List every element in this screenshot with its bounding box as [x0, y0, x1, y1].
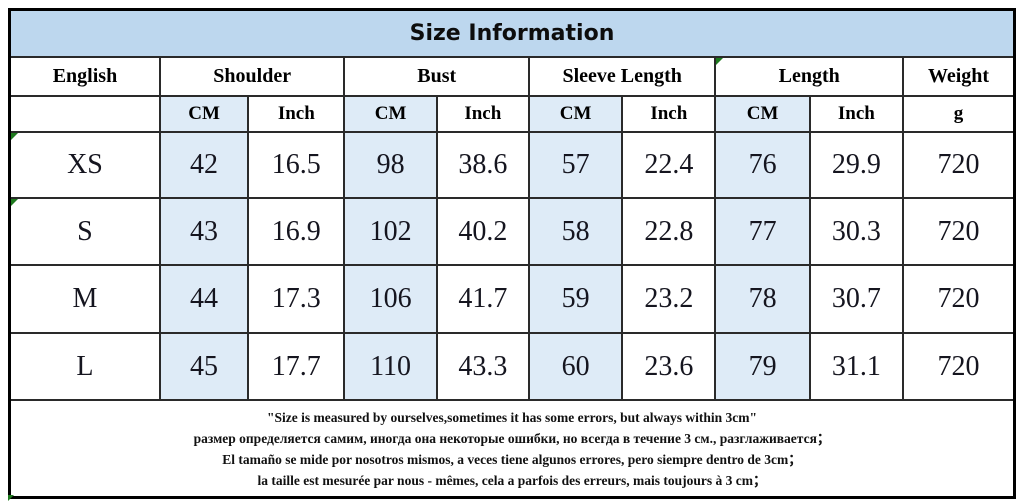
cell-bust-inch: 41.7 [435, 264, 530, 334]
size-label: M [8, 264, 161, 334]
cell-error-indicator-icon [11, 134, 18, 140]
cell-error-indicator-icon [11, 200, 18, 206]
page-title: Size Information [8, 8, 1016, 58]
cell-sleeve-inch: 22.4 [621, 131, 717, 199]
cell-shoulder-inch: 16.5 [247, 131, 346, 199]
cell-weight: 720 [902, 332, 1016, 401]
cell-error-indicator-icon [717, 59, 724, 65]
unit-sleeve-inch: Inch [621, 95, 717, 133]
cell-bust-inch: 43.3 [435, 332, 530, 401]
unit-weight-g: g [902, 95, 1016, 133]
cell-sleeve-cm: 60 [527, 332, 624, 401]
size-label: S [8, 197, 161, 266]
cell-length-cm: 77 [714, 197, 811, 266]
unit-empty-cell [8, 95, 161, 133]
cell-bust-cm: 98 [343, 131, 438, 199]
unit-length-inch: Inch [808, 95, 905, 133]
header-length-label: Length [778, 65, 840, 87]
header-weight: Weight [902, 56, 1016, 97]
cell-shoulder-cm: 43 [158, 197, 250, 266]
unit-bust-inch: Inch [435, 95, 530, 133]
cell-length-cm: 76 [714, 131, 811, 199]
cell-shoulder-cm: 45 [158, 332, 250, 401]
header-sleeve-length: Sleeve Length [527, 56, 717, 97]
unit-shoulder-cm: CM [158, 95, 250, 133]
unit-header-row: CM Inch CM Inch CM Inch CM Inch g [8, 95, 1016, 133]
cell-sleeve-inch: 23.6 [621, 332, 717, 401]
cell-sleeve-cm: 57 [527, 131, 624, 199]
size-label: XS [8, 131, 161, 199]
unit-sleeve-cm: CM [527, 95, 624, 133]
cell-bust-cm: 106 [343, 264, 438, 334]
cell-shoulder-cm: 44 [158, 264, 250, 334]
cell-bust-inch: 40.2 [435, 197, 530, 266]
cell-weight: 720 [902, 197, 1016, 266]
cell-bust-cm: 102 [343, 197, 438, 266]
table-row-s: S 43 16.9 102 40.2 58 22.8 77 30.3 720 [8, 197, 1016, 266]
cell-length-inch: 30.3 [808, 197, 905, 266]
cell-length-cm: 78 [714, 264, 811, 334]
cell-weight: 720 [902, 264, 1016, 334]
disclaimer-line-fr: la taille est mesurée par nous - mêmes, … [257, 472, 767, 488]
cell-sleeve-inch: 23.2 [621, 264, 717, 334]
cell-sleeve-cm: 59 [527, 264, 624, 334]
header-english: English [8, 56, 161, 97]
size-information-table: Size Information English Shoulder Bust S… [8, 8, 1016, 499]
size-label-text: S [77, 215, 93, 247]
disclaimer-line-en: "Size is measured by ourselves,sometimes… [267, 409, 757, 425]
table-row-m: M 44 17.3 106 41.7 59 23.2 78 30.7 720 [8, 264, 1016, 334]
cell-length-inch: 29.9 [808, 131, 905, 199]
cell-shoulder-inch: 16.9 [247, 197, 346, 266]
unit-length-cm: CM [714, 95, 811, 133]
cell-bust-cm: 110 [343, 332, 438, 401]
unit-shoulder-inch: Inch [247, 95, 346, 133]
group-header-row: English Shoulder Bust Sleeve Length Leng… [8, 56, 1016, 97]
cell-length-inch: 30.7 [808, 264, 905, 334]
size-label: L [8, 332, 161, 401]
cell-sleeve-inch: 22.8 [621, 197, 717, 266]
header-bust: Bust [343, 56, 530, 97]
cell-shoulder-inch: 17.7 [247, 332, 346, 401]
cell-shoulder-cm: 42 [158, 131, 250, 199]
cell-length-inch: 31.1 [808, 332, 905, 401]
cell-length-cm: 79 [714, 332, 811, 401]
cell-sleeve-cm: 58 [527, 197, 624, 266]
unit-bust-cm: CM [343, 95, 438, 133]
disclaimer-line-ru: размер определяется самим, иногда она не… [193, 430, 831, 446]
size-label-text: XS [67, 149, 103, 180]
cell-shoulder-inch: 17.3 [247, 264, 346, 334]
table-row-l: L 45 17.7 110 43.3 60 23.6 79 31.1 720 [8, 332, 1016, 401]
header-length: Length [714, 56, 904, 97]
cell-bust-inch: 38.6 [435, 131, 530, 199]
cell-weight: 720 [902, 131, 1016, 199]
measurement-disclaimer: "Size is measured by ourselves,sometimes… [8, 399, 1016, 499]
cell-error-indicator-icon [8, 495, 14, 501]
header-shoulder: Shoulder [158, 56, 346, 97]
table-row-xs: XS 42 16.5 98 38.6 57 22.4 76 29.9 720 [8, 131, 1016, 199]
disclaimer-line-es: El tamaño se mide por nosotros mismos, a… [222, 451, 802, 467]
